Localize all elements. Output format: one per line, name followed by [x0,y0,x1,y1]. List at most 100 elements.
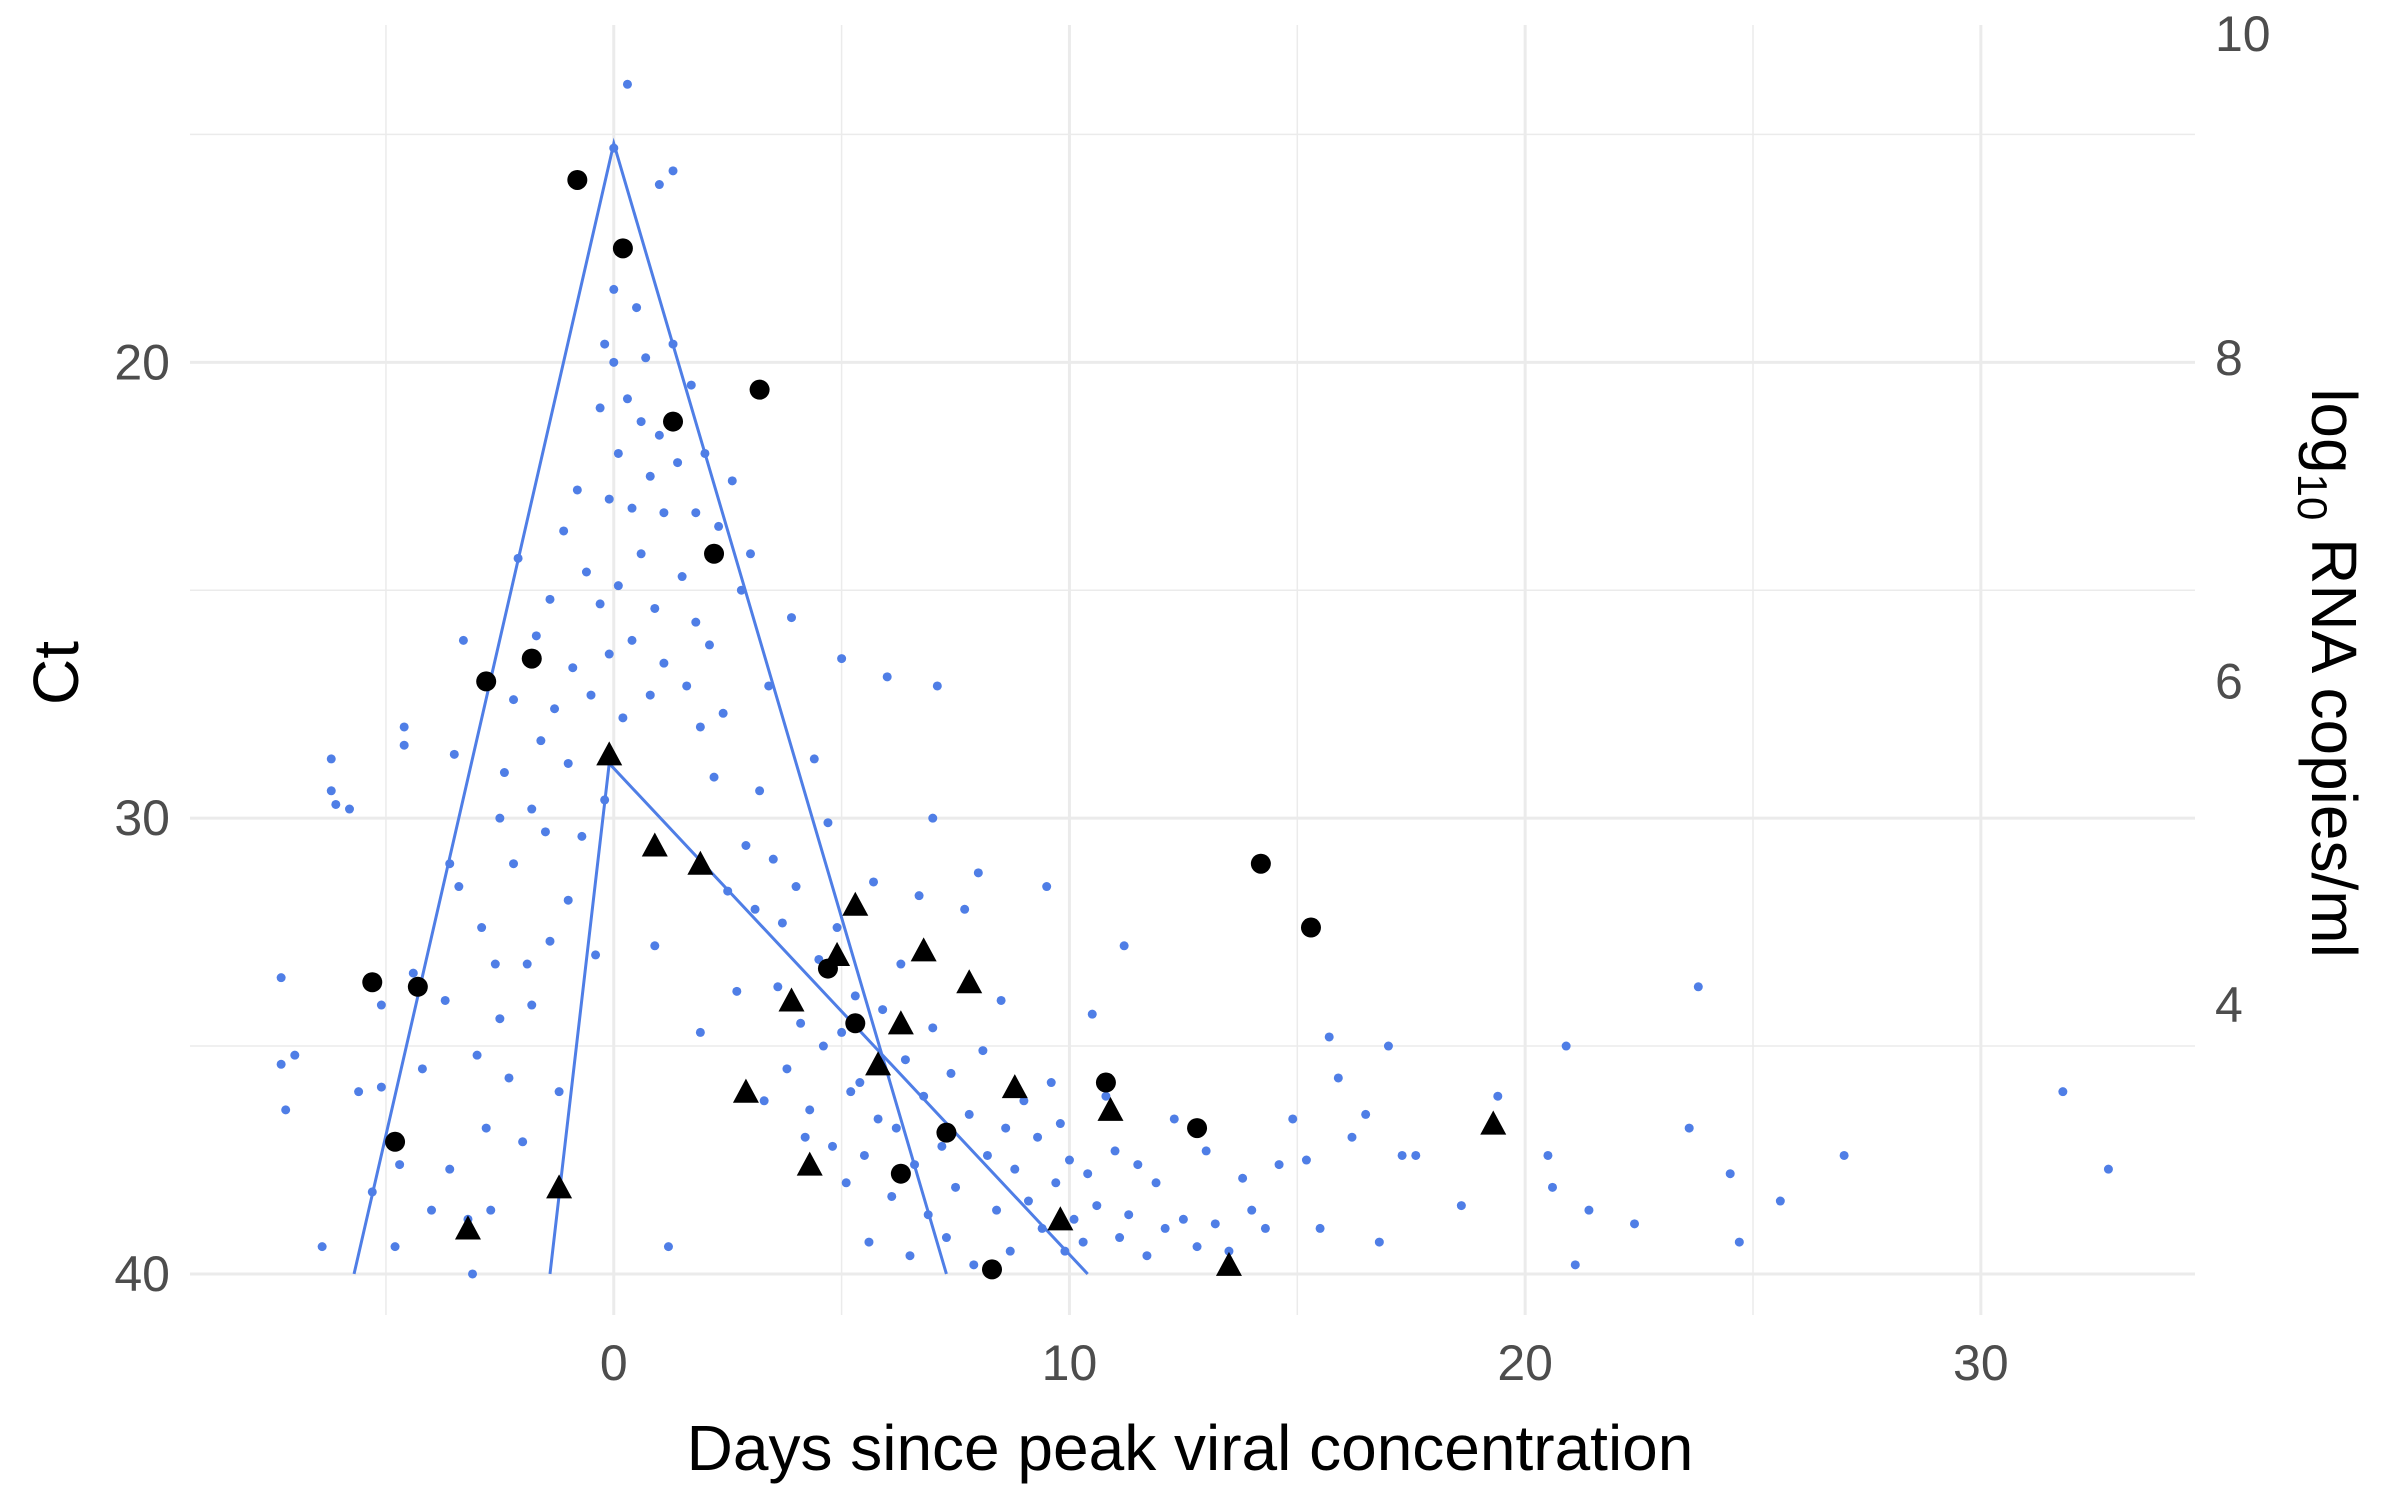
sample-point [969,1260,979,1270]
sample-point [1775,1196,1785,1206]
sample-point [1037,1223,1047,1233]
sample-point [1333,1073,1343,1083]
sample-point [1124,1210,1134,1220]
sample-point [1151,1178,1161,1188]
secondary-y-tick-label: 6 [2215,653,2243,709]
sample-point [1142,1251,1152,1261]
sample-point [978,1046,988,1056]
sample-point [1064,1155,1074,1165]
sample-point [1224,1246,1234,1256]
sample-point [427,1205,437,1215]
sample-point [928,813,938,823]
sample-point [1019,1096,1029,1106]
sample-point [878,1005,888,1015]
circle-marker [612,238,633,259]
triangle-marker [1215,1251,1242,1276]
sample-point [518,1137,528,1147]
sample-point [1192,1242,1202,1252]
sample-point [855,1078,865,1088]
sample-point [1001,1123,1011,1133]
circle-marker [1300,917,1321,938]
triangle-marker [1480,1110,1507,1135]
circle-marker [521,648,542,669]
sample-point [1411,1150,1421,1160]
sample-point [645,690,655,700]
triangle-marker [865,1051,892,1076]
sample-point [495,813,505,823]
sample-point [613,581,623,591]
sample-point [563,758,573,768]
sample-point [499,768,509,778]
sample-point [276,973,286,983]
triangle-markers [454,741,1507,1276]
sample-point [1055,1119,1065,1129]
triangle-marker [778,987,805,1012]
sample-point [504,1073,514,1083]
sample-point [627,503,637,513]
sample-point [2058,1087,2068,1097]
sample-point [1201,1146,1211,1156]
grid [190,25,2195,1315]
sample-point [1069,1214,1079,1224]
sample-point [1160,1223,1170,1233]
sample-point [568,663,578,673]
sample-point [850,991,860,1001]
sample-point [1238,1173,1248,1183]
sample-point [1584,1205,1594,1215]
sample-point [727,476,737,486]
sample-point [709,772,719,782]
circle-marker [704,543,725,564]
sample-point [481,1123,491,1133]
sample-point [973,868,983,878]
sample-point [704,640,714,650]
sample-point [622,394,632,404]
sample-point [1115,1233,1125,1243]
sample-point [399,740,409,750]
triangle-marker [1001,1074,1028,1099]
sample-point [796,1018,806,1028]
sample-point [1839,1150,1849,1160]
sample-point [818,1041,828,1051]
sample-point [1092,1201,1102,1211]
sample-point [527,1000,537,1010]
sample-point [787,613,796,623]
x-tick-label: 20 [1497,1335,1553,1391]
circle-markers [362,169,1321,1280]
sample-point [960,904,970,914]
sample-point [417,1064,427,1074]
sample-point [932,681,942,691]
sample-point [581,567,591,577]
sample-point [1260,1223,1270,1233]
sample-point [668,339,678,349]
sample-point [832,923,842,933]
sample-point [1247,1205,1257,1215]
sample-point [326,754,336,764]
triangle-marker [546,1174,573,1199]
sample-point [1315,1223,1325,1233]
sample-point [595,403,605,413]
sample-point [632,303,642,313]
x-tick-label: 30 [1953,1335,2009,1391]
sample-point [545,936,555,946]
sample-point [1046,1078,1056,1088]
sample-point [1383,1041,1393,1051]
sample-point [559,526,569,536]
secondary-y-axis-title: log10 RNA copies/ml [2289,388,2370,958]
sample-point [650,603,660,613]
sample-point [604,649,614,659]
sample-point [650,941,660,951]
sample-point [937,1141,947,1151]
sample-point [896,959,906,969]
sample-point [1133,1160,1143,1170]
sample-point [755,786,765,796]
sample-point [946,1068,956,1078]
circle-marker [890,1163,911,1184]
sample-point [1274,1160,1284,1170]
sample-point [1010,1164,1020,1174]
sample-point [919,1091,929,1101]
triangle-marker [596,741,623,766]
sample-point [686,380,696,390]
sample-point [586,690,596,700]
secondary-y-axis-title-main: log [2298,388,2370,473]
sample-point [1324,1032,1334,1042]
